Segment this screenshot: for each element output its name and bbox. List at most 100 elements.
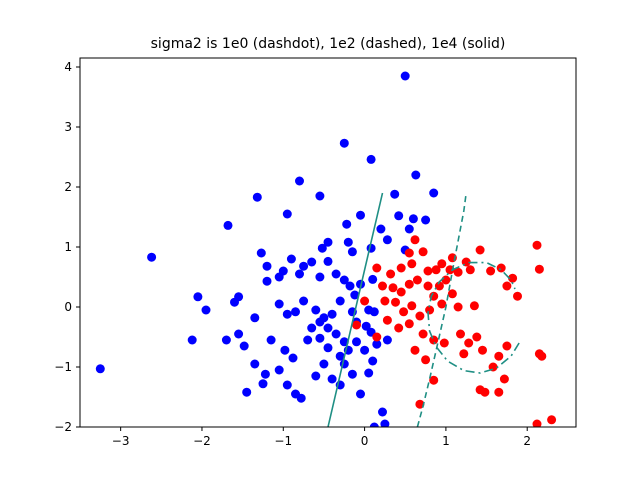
- blue-point: [201, 305, 211, 315]
- blue-point: [369, 422, 379, 427]
- blue-point: [274, 299, 284, 309]
- blue-point: [421, 215, 431, 225]
- red-point: [478, 345, 487, 355]
- red-point: [429, 375, 439, 385]
- blue-point: [260, 369, 270, 379]
- blue-point: [394, 211, 404, 221]
- red-point: [423, 281, 433, 291]
- blue-point: [404, 224, 414, 234]
- boundary-dashed: [416, 192, 467, 427]
- red-point: [494, 351, 504, 361]
- red-point: [447, 289, 457, 299]
- blue-point: [262, 261, 272, 271]
- y-tick-label: 0: [64, 300, 72, 314]
- blue-point: [315, 272, 325, 282]
- red-point: [472, 332, 482, 342]
- blue-point: [282, 309, 292, 319]
- red-point: [418, 247, 428, 257]
- blue-point: [223, 220, 233, 230]
- blue-point: [408, 214, 418, 224]
- y-tick-label: 4: [64, 60, 72, 74]
- y-tick-label: 3: [64, 120, 72, 134]
- blue-point: [345, 281, 355, 291]
- red-point: [404, 279, 414, 289]
- red-point: [410, 345, 420, 355]
- red-point: [459, 349, 469, 359]
- x-tick-label: −2: [193, 434, 211, 448]
- red-point: [499, 374, 509, 384]
- red-point: [439, 338, 449, 348]
- red-point: [352, 320, 361, 330]
- red-point: [434, 281, 444, 291]
- blue-point: [347, 247, 357, 257]
- blue-point: [323, 323, 333, 333]
- red-point: [399, 307, 409, 317]
- blue-point: [315, 333, 325, 343]
- blue-point: [378, 407, 387, 417]
- blue-point: [274, 365, 284, 375]
- red-point: [382, 315, 392, 325]
- x-tick-label: 2: [523, 434, 531, 448]
- red-point: [453, 267, 463, 277]
- x-tick-label: 1: [442, 434, 450, 448]
- red-point: [429, 335, 439, 345]
- red-point: [404, 319, 414, 329]
- red-point: [547, 415, 557, 425]
- y-tick-label: 2: [64, 180, 72, 194]
- red-point: [537, 351, 547, 361]
- blue-point: [274, 272, 284, 282]
- blue-point: [382, 235, 392, 245]
- blue-point: [311, 305, 321, 315]
- blue-point: [307, 257, 317, 267]
- blue-point: [299, 296, 309, 306]
- red-point: [465, 265, 475, 275]
- blue-point: [360, 345, 370, 355]
- blue-point: [368, 274, 378, 284]
- blue-point: [350, 290, 360, 300]
- blue-point: [230, 297, 239, 307]
- blue-point: [317, 243, 327, 253]
- blue-point: [339, 138, 349, 148]
- x-tick-label: −1: [274, 434, 292, 448]
- blue-point: [234, 329, 244, 339]
- blue-point: [331, 269, 341, 279]
- blue-point: [368, 356, 378, 366]
- blue-point: [250, 359, 260, 369]
- blue-point: [429, 188, 439, 198]
- red-point: [456, 329, 465, 339]
- blue-point: [372, 339, 382, 349]
- blue-point: [252, 192, 262, 202]
- blue-point: [339, 275, 349, 285]
- blue-point: [343, 237, 353, 247]
- blue-point: [366, 154, 376, 164]
- red-point: [494, 387, 504, 397]
- red-point: [404, 248, 414, 258]
- blue-point: [411, 170, 421, 180]
- blue-point: [315, 191, 325, 201]
- blue-point: [315, 317, 325, 327]
- y-tick-label: −1: [54, 360, 72, 374]
- red-point: [437, 259, 447, 269]
- red-point: [412, 275, 422, 285]
- red-point: [378, 281, 387, 291]
- red-point: [441, 275, 451, 285]
- red-point: [372, 263, 382, 273]
- blue-point: [356, 389, 365, 399]
- red-point: [475, 245, 485, 255]
- blue-point: [323, 237, 333, 247]
- red-point: [496, 263, 506, 273]
- axes-frame: [79, 57, 577, 428]
- blue-point: [390, 189, 400, 199]
- y-tick-label: 1: [64, 240, 72, 254]
- blue-point: [376, 224, 386, 234]
- blue-point: [250, 313, 260, 323]
- red-point: [360, 296, 370, 306]
- blue-point: [335, 351, 345, 361]
- red-point: [513, 291, 522, 301]
- blue-point: [323, 343, 333, 353]
- blue-point: [256, 248, 266, 258]
- red-point: [396, 263, 406, 273]
- red-point: [532, 419, 542, 427]
- plot-area: [95, 71, 557, 427]
